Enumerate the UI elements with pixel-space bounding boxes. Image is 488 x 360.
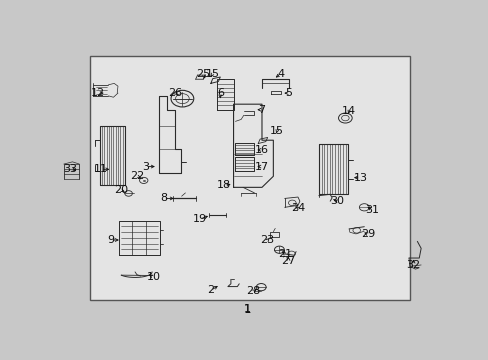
Text: 6: 6	[216, 88, 224, 98]
Text: 14: 14	[342, 106, 355, 116]
Text: 23: 23	[260, 235, 274, 245]
Text: 15: 15	[269, 126, 284, 135]
Text: 15: 15	[205, 69, 219, 79]
Text: 4: 4	[277, 69, 284, 79]
Text: 10: 10	[147, 273, 161, 283]
Text: 22: 22	[129, 171, 144, 181]
Text: 1: 1	[244, 304, 250, 314]
Text: 3: 3	[142, 162, 148, 172]
Text: 18: 18	[217, 180, 231, 190]
Text: 5: 5	[285, 88, 291, 98]
Text: 17: 17	[254, 162, 268, 172]
Text: 1: 1	[244, 303, 251, 316]
Text: 21: 21	[277, 249, 291, 259]
Text: 20: 20	[114, 185, 128, 195]
Text: 27: 27	[281, 256, 295, 266]
Text: 2: 2	[207, 285, 214, 296]
Bar	[89, 56, 409, 300]
Text: 26: 26	[168, 88, 182, 98]
Text: 7: 7	[258, 105, 265, 115]
Text: 16: 16	[254, 145, 268, 155]
Text: 32: 32	[406, 260, 420, 270]
Text: 30: 30	[329, 196, 344, 206]
Text: 29: 29	[360, 229, 374, 239]
Text: 9: 9	[106, 235, 114, 245]
Text: 12: 12	[91, 88, 105, 98]
Text: 19: 19	[192, 214, 206, 224]
Text: 24: 24	[290, 203, 305, 213]
Text: 25: 25	[196, 69, 210, 79]
Text: 31: 31	[364, 204, 378, 215]
Text: 11: 11	[94, 164, 108, 174]
Text: 33: 33	[63, 164, 78, 174]
Text: 28: 28	[246, 286, 260, 296]
Text: 8: 8	[160, 193, 167, 203]
Text: 13: 13	[353, 173, 367, 183]
